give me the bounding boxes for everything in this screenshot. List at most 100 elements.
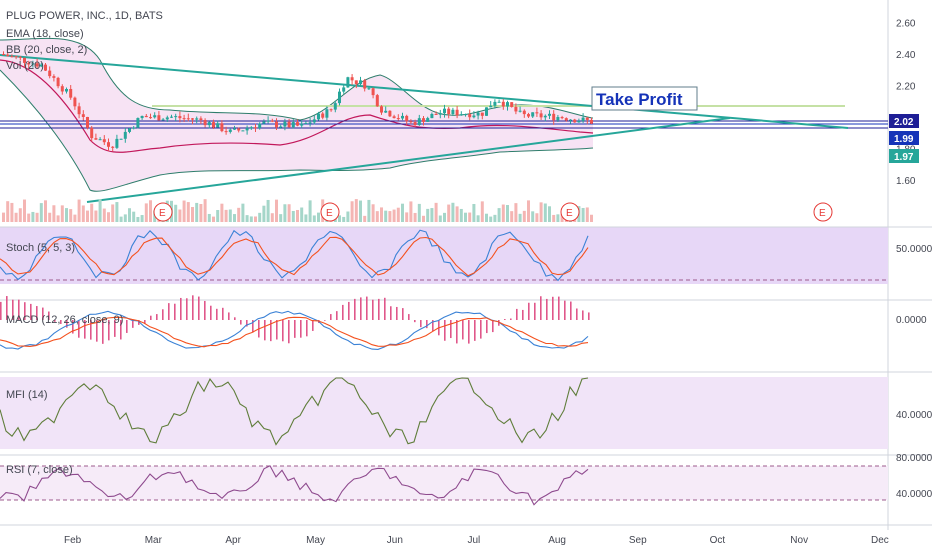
volume-bar [312, 215, 316, 222]
price-tick: 1.60 [896, 176, 916, 187]
candle-body [44, 64, 47, 71]
volume-bar [581, 207, 585, 222]
candle-body [480, 112, 484, 116]
candle-body [413, 122, 417, 125]
candle-body [27, 62, 31, 65]
trendline-upper[interactable] [0, 54, 849, 129]
candle-body [157, 115, 161, 121]
volume-bar [468, 212, 472, 222]
macd-histogram-bar [558, 296, 560, 320]
rsi-tick-high: 80.0000 [896, 453, 932, 464]
earnings-marker[interactable]: E [153, 202, 173, 222]
candle-body [581, 117, 585, 122]
candle-body [14, 56, 18, 58]
volume-bar [308, 200, 312, 222]
volume-bar [270, 213, 274, 222]
volume-bar [90, 203, 94, 222]
trendline-lower[interactable] [86, 117, 731, 203]
volume-bar [2, 212, 5, 222]
candle-body [522, 110, 526, 115]
time-tick: Feb [64, 535, 82, 546]
candle-body [535, 112, 539, 114]
volume-bar [472, 203, 476, 222]
macd-histogram-bar [432, 320, 434, 332]
macd-histogram-bar [246, 320, 248, 327]
macd-histogram-bar [528, 302, 530, 320]
mfi-legend: MFI (14) [6, 389, 48, 401]
candle-body [430, 113, 434, 119]
candle-body [459, 114, 463, 116]
candle-body [312, 119, 316, 123]
volume-bar [522, 210, 526, 222]
volume-bar [506, 205, 509, 222]
volume-bar [317, 212, 320, 222]
macd-histogram-bar [48, 311, 50, 320]
candle-body [396, 118, 400, 120]
earnings-marker[interactable]: E [813, 202, 833, 222]
mfi-group [0, 377, 589, 446]
volume-bar [191, 207, 194, 222]
macd-histogram-bar [108, 320, 110, 341]
volume-bar [241, 203, 245, 222]
bollinger-lower [0, 69, 594, 192]
candle-body [569, 119, 572, 121]
volume-bar [283, 204, 287, 222]
price-badge-upper: 2.02 [889, 114, 919, 128]
time-axis[interactable]: Feb Mar Apr May Jun Jul Aug Sep Oct Nov Dec [64, 535, 889, 546]
candle-body [65, 88, 68, 92]
macd-histogram-bar [480, 320, 482, 339]
volume-bar [254, 216, 257, 222]
candle-body [56, 77, 60, 87]
volume-bar [258, 212, 262, 222]
candle-body [237, 128, 241, 131]
volume-bar [60, 205, 64, 222]
price-badge-mid: 1.99 [889, 131, 919, 145]
volume-bar [237, 207, 241, 222]
macd-histogram-bar [120, 320, 122, 340]
candle-body [254, 127, 257, 129]
volume-bar [388, 211, 392, 222]
volume-bar [174, 204, 178, 222]
candle-body [203, 120, 207, 126]
take-profit-box[interactable] [591, 86, 698, 111]
volume-bar [480, 201, 484, 222]
volume-bar [275, 199, 278, 222]
macd-histogram-bar [540, 296, 542, 320]
volume-bar [501, 204, 505, 222]
candle-body [590, 119, 593, 124]
macd-histogram-bar [588, 312, 590, 320]
volume-bar [535, 213, 539, 222]
volume-bar [434, 202, 438, 222]
volume-bar [300, 207, 304, 222]
macd-histogram-bar [348, 301, 350, 320]
candle-body [291, 122, 295, 128]
candle-body [123, 131, 127, 139]
volume-bar [199, 204, 203, 222]
candle-body [564, 118, 568, 121]
volume-bar [354, 199, 358, 222]
stoch-group [0, 229, 589, 282]
volume-bar [518, 213, 522, 222]
candle-body [207, 122, 211, 126]
earnings-marker[interactable]: E [320, 202, 340, 222]
volume-bar [556, 214, 560, 222]
rsi-tick-low: 40.0000 [896, 489, 932, 500]
earnings-marker[interactable]: E [560, 202, 580, 222]
candle-body [409, 121, 413, 123]
svg-text:E: E [566, 208, 573, 219]
mfi-line [0, 377, 589, 446]
candle-body [23, 57, 26, 63]
candle-body [506, 102, 509, 107]
candle-body [191, 118, 194, 120]
rsi-group [0, 465, 589, 506]
candle-body [485, 107, 488, 116]
candle-body [359, 80, 362, 85]
candle-body [144, 115, 148, 118]
volume-bar [426, 208, 430, 222]
macd-histogram-bar [186, 298, 188, 320]
macd-histogram-bar [270, 320, 272, 342]
macd-histogram-bar [516, 308, 518, 320]
time-tick: Aug [548, 535, 566, 546]
macd-histogram-bar [84, 320, 86, 339]
